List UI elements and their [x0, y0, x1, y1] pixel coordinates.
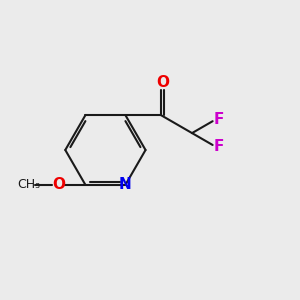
Text: N: N	[119, 177, 132, 192]
Text: F: F	[214, 139, 224, 154]
Text: F: F	[214, 112, 224, 127]
Text: O: O	[52, 177, 65, 192]
Text: O: O	[156, 75, 169, 90]
Text: CH₃: CH₃	[17, 178, 41, 191]
